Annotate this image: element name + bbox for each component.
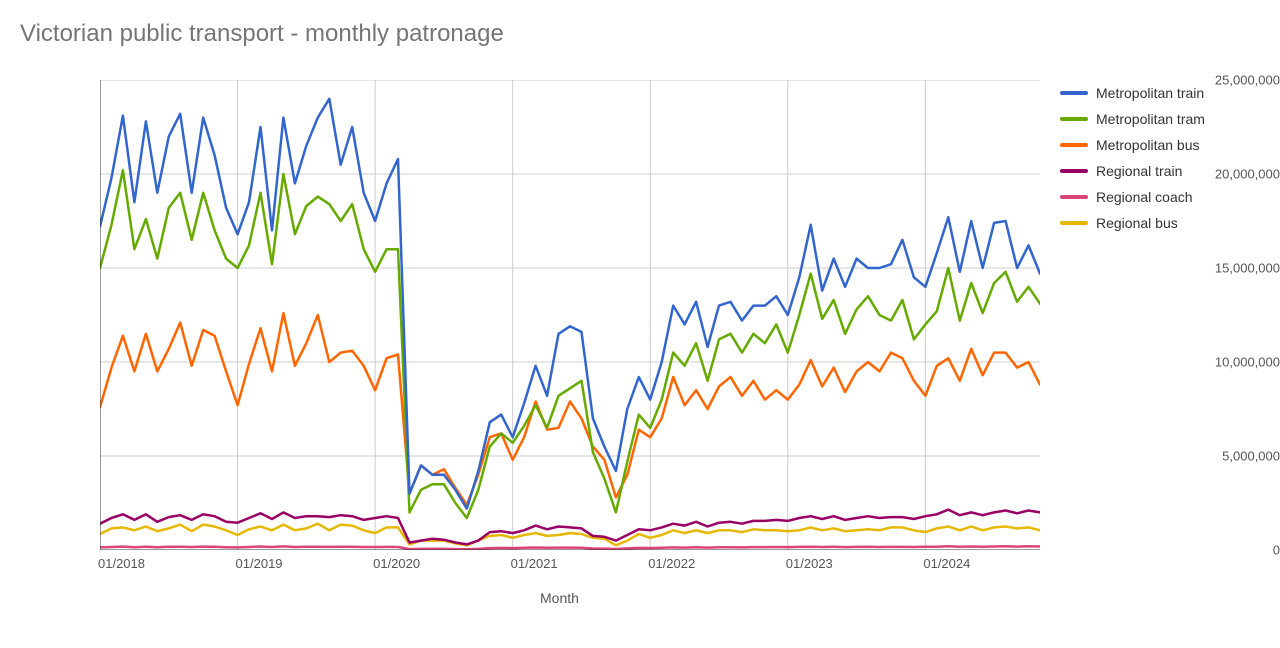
legend-item[interactable]: Metropolitan bus xyxy=(1060,132,1205,158)
legend-item[interactable]: Regional coach xyxy=(1060,184,1205,210)
legend-item[interactable]: Metropolitan tram xyxy=(1060,106,1205,132)
legend-label: Regional bus xyxy=(1096,215,1178,231)
legend-label: Regional train xyxy=(1096,163,1182,179)
series-line xyxy=(100,313,1040,505)
plot-area xyxy=(100,80,1040,550)
y-tick-label: 10,000,000 xyxy=(1190,355,1280,370)
chart-title: Victorian public transport - monthly pat… xyxy=(20,20,504,48)
legend-item[interactable]: Metropolitan train xyxy=(1060,80,1205,106)
legend-label: Metropolitan bus xyxy=(1096,137,1200,153)
legend-swatch xyxy=(1060,221,1088,225)
legend: Metropolitan train Metropolitan tram Metro… xyxy=(1060,80,1205,236)
x-tick-label: 01/2024 xyxy=(923,556,970,571)
x-axis-title: Month xyxy=(540,590,579,606)
legend-label: Metropolitan tram xyxy=(1096,111,1205,127)
legend-swatch xyxy=(1060,143,1088,147)
chart-container: Victorian public transport - monthly pat… xyxy=(0,0,1280,648)
legend-swatch xyxy=(1060,169,1088,173)
legend-label: Regional coach xyxy=(1096,189,1193,205)
legend-label: Metropolitan train xyxy=(1096,85,1204,101)
y-tick-label: 0 xyxy=(1190,543,1280,558)
line-series-group xyxy=(100,99,1040,549)
legend-item[interactable]: Regional train xyxy=(1060,158,1205,184)
x-tick-label: 01/2021 xyxy=(511,556,558,571)
legend-item[interactable]: Regional bus xyxy=(1060,210,1205,236)
x-tick-label: 01/2022 xyxy=(648,556,695,571)
y-tick-label: 5,000,000 xyxy=(1190,449,1280,464)
legend-swatch xyxy=(1060,117,1088,121)
x-tick-label: 01/2018 xyxy=(98,556,145,571)
x-tick-label: 01/2019 xyxy=(236,556,283,571)
legend-swatch xyxy=(1060,195,1088,199)
x-tick-label: 01/2023 xyxy=(786,556,833,571)
axes xyxy=(100,80,1040,550)
x-tick-label: 01/2020 xyxy=(373,556,420,571)
y-tick-label: 15,000,000 xyxy=(1190,261,1280,276)
gridlines xyxy=(100,80,1040,550)
legend-swatch xyxy=(1060,91,1088,95)
series-line xyxy=(100,546,1040,549)
